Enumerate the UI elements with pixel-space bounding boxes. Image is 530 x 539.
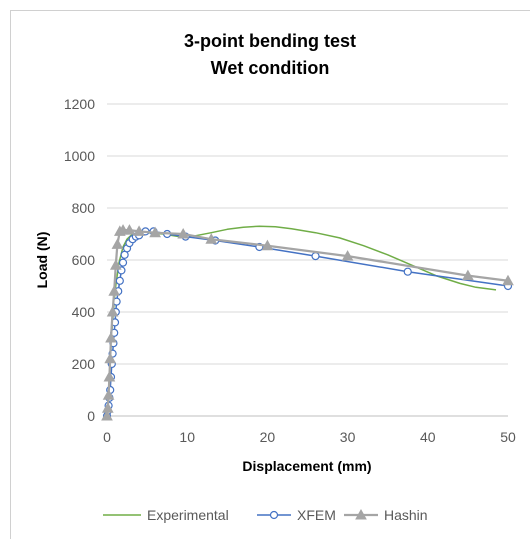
series-experimental (106, 225, 497, 417)
hashin-point (341, 250, 354, 261)
xfem-point (311, 252, 320, 261)
x-tick-label: 20 (260, 429, 276, 445)
legend-label-xfem: XFEM (297, 507, 336, 523)
legend: Experimental XFEM Hashin (103, 507, 428, 523)
hashin-point (104, 352, 117, 364)
y-tick-label: 400 (72, 304, 96, 320)
x-tick-label: 0 (103, 429, 111, 445)
hashin-point (502, 274, 514, 286)
xfem-point (403, 267, 412, 276)
chart-title-line-1: 3-point bending test (184, 31, 356, 51)
legend-label-hashin: Hashin (384, 507, 428, 523)
y-tick-label: 800 (72, 200, 96, 216)
y-axis-label: Load (N) (34, 232, 50, 289)
series-hashin (101, 224, 514, 421)
legend-item-experimental: Experimental (103, 507, 229, 523)
hashin-point (103, 370, 116, 382)
y-tick-label: 1000 (64, 148, 95, 164)
legend-label-experimental: Experimental (147, 507, 229, 523)
hashin-point (101, 402, 114, 413)
hashin-point (177, 227, 190, 239)
hashin-point (108, 285, 121, 296)
legend-marker-hashin (355, 508, 367, 520)
hashin-point (102, 389, 115, 400)
hashin-point (101, 409, 113, 421)
series-layer (101, 224, 514, 421)
hashin-point (133, 225, 145, 236)
hashin-point (111, 238, 124, 249)
y-tick-label: 600 (72, 252, 96, 268)
xfem-point (118, 258, 128, 267)
hashin-point (462, 269, 474, 281)
legend-item-xfem: XFEM (257, 507, 336, 523)
chart-frame (10, 10, 530, 539)
x-tick-label: 50 (500, 429, 516, 445)
hashin-point (149, 226, 161, 238)
series-line-xfem (106, 230, 509, 417)
hashin-point (205, 233, 218, 244)
hashin-point (106, 305, 119, 317)
x-axis-ticks: 0 10 20 30 40 50 (103, 429, 516, 445)
hashin-point (261, 239, 274, 251)
y-tick-label: 1200 (64, 96, 95, 112)
y-tick-label: 200 (72, 356, 96, 372)
x-tick-label: 40 (420, 429, 436, 445)
xfem-point (115, 276, 124, 285)
legend-item-hashin: Hashin (344, 507, 428, 523)
series-line-experimental (106, 225, 497, 417)
hashin-point (109, 259, 122, 270)
series-xfem (102, 227, 513, 421)
legend-marker-xfem (269, 510, 279, 520)
x-tick-label: 30 (340, 429, 356, 445)
hashin-point (105, 331, 117, 343)
y-tick-label: 0 (87, 408, 95, 424)
x-axis-label: Displacement (mm) (242, 458, 371, 474)
x-tick-label: 10 (179, 429, 195, 445)
series-line-hashin (105, 228, 509, 417)
y-axis-ticks: 0 200 400 600 800 1000 1200 (64, 96, 95, 424)
hashin-point (123, 224, 136, 235)
gridlines (107, 103, 508, 417)
chart-title-line-2: Wet condition (211, 58, 330, 78)
